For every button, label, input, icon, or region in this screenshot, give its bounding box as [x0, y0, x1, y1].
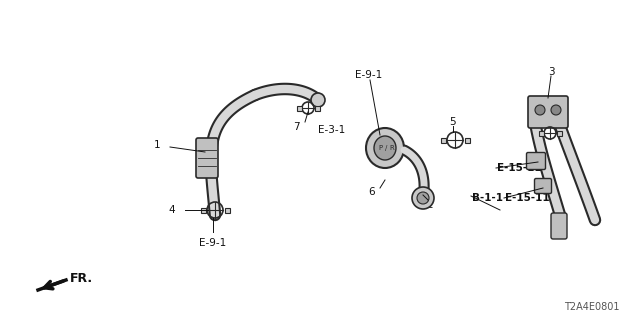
Bar: [557, 131, 561, 135]
Text: B-1-1: B-1-1: [472, 193, 503, 203]
Circle shape: [535, 105, 545, 115]
FancyBboxPatch shape: [551, 213, 567, 239]
Text: 7: 7: [292, 122, 300, 132]
FancyBboxPatch shape: [534, 179, 552, 194]
Text: E-9-1: E-9-1: [355, 70, 382, 80]
FancyBboxPatch shape: [528, 96, 568, 128]
Text: R: R: [390, 145, 394, 151]
Text: 5: 5: [450, 117, 456, 127]
Bar: [200, 207, 205, 212]
Text: E-9-1: E-9-1: [200, 238, 227, 248]
Text: E-3-1: E-3-1: [318, 125, 345, 135]
Text: 1: 1: [154, 140, 160, 150]
Text: P: P: [378, 145, 382, 151]
FancyBboxPatch shape: [527, 153, 545, 170]
Circle shape: [551, 105, 561, 115]
Circle shape: [311, 93, 325, 107]
Ellipse shape: [366, 128, 404, 168]
Circle shape: [412, 187, 434, 209]
Bar: [296, 106, 301, 110]
Text: /: /: [385, 145, 387, 151]
Circle shape: [417, 192, 429, 204]
Text: FR.: FR.: [70, 271, 93, 284]
Bar: [440, 138, 445, 142]
Bar: [538, 131, 543, 135]
Text: 4: 4: [168, 205, 175, 215]
Bar: [225, 207, 230, 212]
Text: 2: 2: [427, 200, 433, 210]
Text: 3: 3: [548, 67, 554, 77]
Text: E-15-11: E-15-11: [497, 163, 541, 173]
Text: E-15-11: E-15-11: [505, 193, 550, 203]
Text: 6: 6: [369, 187, 375, 197]
Bar: [465, 138, 470, 142]
FancyBboxPatch shape: [196, 138, 218, 178]
Ellipse shape: [374, 136, 396, 160]
Bar: [314, 106, 319, 110]
Text: T2A4E0801: T2A4E0801: [564, 302, 620, 312]
